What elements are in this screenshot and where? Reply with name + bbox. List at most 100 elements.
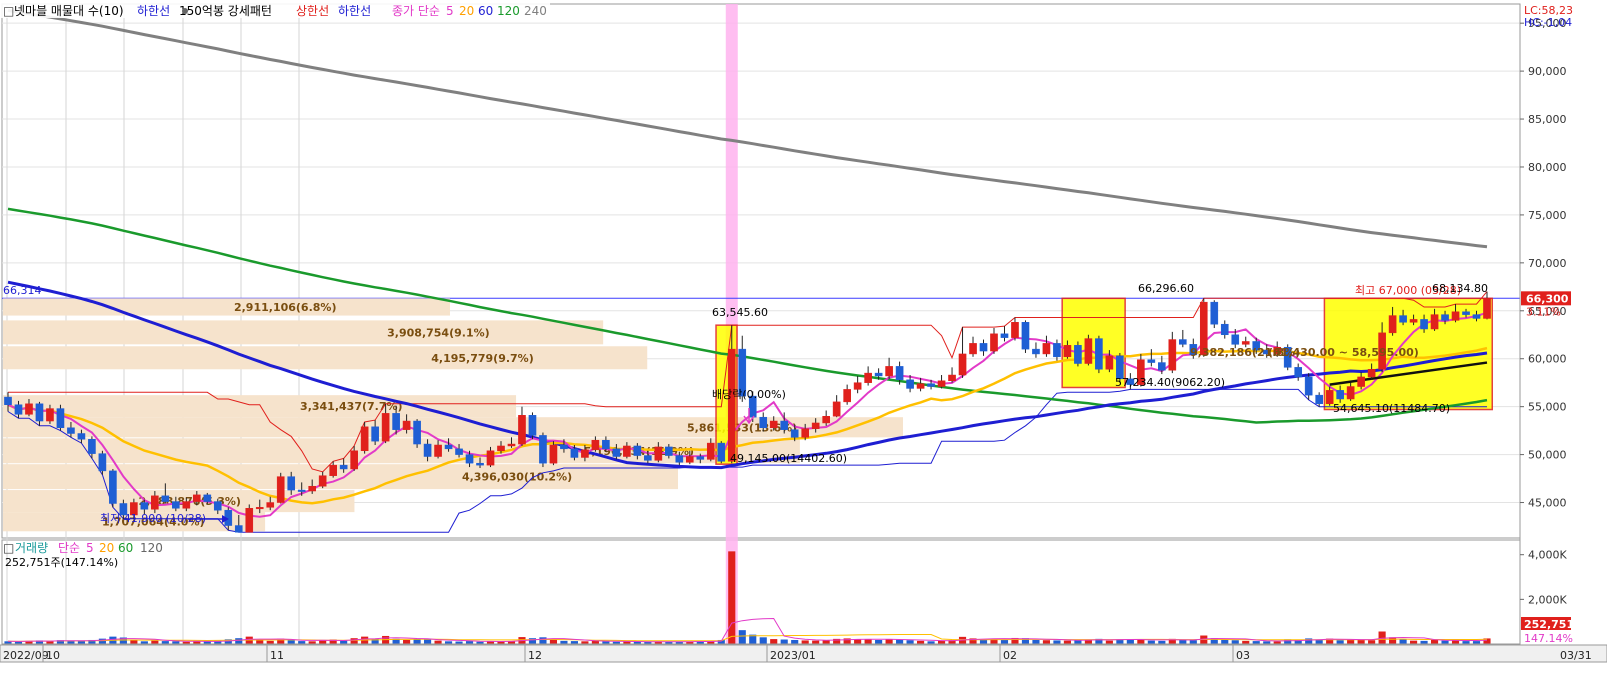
- volume-bar: [759, 637, 767, 644]
- annotation-label: 63,545.60: [712, 306, 768, 319]
- candle-body: [360, 426, 369, 452]
- volume-tick-label: 2,000K: [1528, 593, 1567, 606]
- volume-bar: [885, 639, 893, 644]
- volume-profile-bar: [3, 395, 517, 418]
- volume-legend-item: 단순: [58, 541, 80, 555]
- date-axis-label: 02: [1003, 649, 1017, 662]
- candle-body: [203, 494, 212, 502]
- volume-bar: [161, 641, 169, 644]
- lower-envelope-line: [7, 388, 1487, 533]
- price-legend-item: 하한선: [338, 4, 371, 18]
- volume-bar: [1158, 640, 1166, 644]
- volume-bar: [46, 641, 54, 644]
- price-axis-background: [1520, 4, 1607, 662]
- volume-bar: [4, 641, 12, 644]
- volume-bar: [140, 641, 148, 644]
- candle-body: [119, 503, 128, 516]
- volume-bar: [1000, 639, 1009, 644]
- volume-bar: [1095, 638, 1103, 644]
- envelope-lines: [7, 291, 1488, 533]
- candle-body: [46, 408, 54, 422]
- volume-bar: [602, 641, 610, 644]
- volume-bar: [1210, 638, 1218, 644]
- volume-legend-item: 60: [118, 541, 133, 555]
- volume-bar: [507, 641, 516, 644]
- candle-body: [88, 439, 96, 454]
- candle-body: [1472, 314, 1481, 319]
- candle-body: [213, 501, 222, 511]
- volume-bar: [1137, 639, 1145, 644]
- volume-bar: [1011, 637, 1019, 644]
- candle-body: [874, 372, 883, 377]
- candle-body: [843, 389, 851, 403]
- volume-legend-item: 거래량: [15, 541, 48, 555]
- price-tick-label: 75,000: [1528, 209, 1567, 222]
- volume-bar: [465, 641, 474, 644]
- annotation-label: 49,145.00(14402.60): [730, 452, 847, 465]
- ma60-line: [7, 280, 1488, 470]
- volume-bar: [193, 641, 201, 644]
- volume-bar: [424, 639, 432, 644]
- volume-bar: [780, 639, 788, 644]
- candle-body: [727, 348, 736, 462]
- candle-body: [1409, 319, 1418, 323]
- volume-profile-label: 2,911,106(6.8%): [234, 301, 337, 314]
- volume-bar: [1305, 638, 1313, 644]
- date-axis-strip: [0, 644, 1607, 663]
- candle-body: [255, 507, 264, 510]
- volume-bar: [917, 640, 925, 644]
- upper-envelope-line: [8, 291, 1488, 473]
- volume-current-label: 252,751주(147.14%): [5, 556, 118, 569]
- candle-body: [948, 374, 956, 382]
- volume-profile-bar: [3, 346, 648, 370]
- volume-bar: [801, 640, 809, 644]
- volume-bar: [182, 641, 190, 644]
- candle-body: [581, 449, 589, 458]
- volume-bar: [539, 637, 547, 644]
- date-axis-label: 10: [46, 649, 60, 662]
- volume-bar: [224, 639, 232, 644]
- axes: 45,000 50,000 55,000 60,000 65,000 70,000 75,0…: [0, 4, 1607, 663]
- candle-body: [549, 444, 558, 464]
- candle-body: [130, 502, 138, 516]
- candle-body: [1011, 322, 1019, 338]
- volume-bar: [266, 640, 274, 644]
- volume-legend-item: 5: [86, 541, 94, 555]
- moving-averages: [7, 8, 1488, 518]
- volume-bar: [623, 641, 631, 644]
- volume-bar: [88, 639, 96, 644]
- candle-body: [780, 420, 789, 430]
- annotations: 최저 41,900 (10/28) 63,545.60 배당락(0.00%) 49,1…: [100, 282, 1488, 525]
- volume-bar: [130, 640, 138, 644]
- candle-body: [1105, 355, 1114, 370]
- candle-body: [769, 420, 778, 428]
- volume-bar: [1116, 639, 1124, 644]
- candle-body: [885, 366, 893, 377]
- price-tick-label: 55,000: [1528, 401, 1567, 414]
- volume-bar: [1221, 639, 1229, 644]
- candle-body: [465, 454, 474, 464]
- candle-body: [1441, 314, 1449, 321]
- volume-profile-bar: [3, 298, 450, 316]
- candle-body: [507, 443, 516, 447]
- candle-body: [1116, 355, 1124, 380]
- volume-legend-item: 120: [140, 541, 163, 555]
- volume-bar: [749, 634, 757, 644]
- volume-bar: [1441, 640, 1449, 644]
- candle-body: [937, 380, 946, 387]
- candle-body: [1000, 333, 1009, 338]
- volume-bar: [14, 641, 23, 644]
- candle-body: [623, 445, 631, 457]
- candle-body: [633, 445, 642, 456]
- candle-body: [1220, 323, 1229, 336]
- candle-body: [444, 444, 453, 450]
- date-axis-label: 03: [1236, 649, 1250, 662]
- volume-bar: [77, 640, 85, 644]
- volume-profile-label: 3,341,437(7.7%): [300, 400, 403, 413]
- current-change-label: 3.11%: [1526, 305, 1561, 318]
- candle-body: [759, 416, 768, 428]
- date-axis-label: 03/31: [1560, 649, 1592, 662]
- candle-body: [172, 501, 180, 509]
- candle-body: [497, 445, 505, 452]
- candle-body: [1315, 394, 1323, 405]
